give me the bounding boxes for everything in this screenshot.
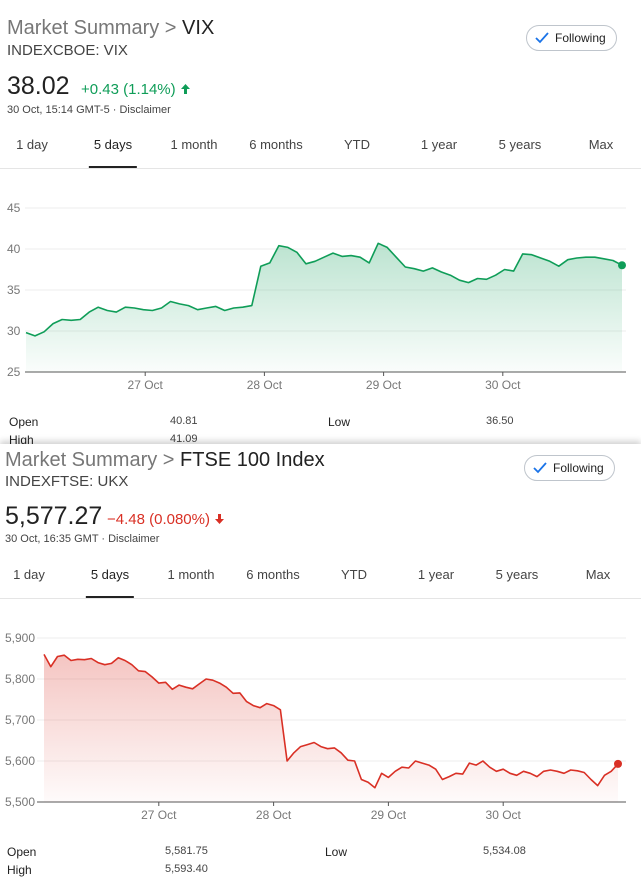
tab-ytd[interactable]: YTD	[341, 567, 367, 582]
high-value: 41.09	[170, 433, 198, 445]
high-value: 5,593.40	[165, 863, 208, 875]
series-line	[25, 242, 623, 337]
tab-max[interactable]: Max	[588, 137, 614, 152]
y-tick-label: 25	[7, 365, 21, 379]
range-tabs: 1 day 5 days 1 month 6 months YTD 1 year 5 yea…	[0, 128, 641, 169]
y-tick-label: 5,800	[5, 672, 35, 686]
x-tick-label: 29 Oct	[371, 808, 407, 822]
vix-price-chart[interactable]: 45 40 35 30 25 27 Oct 28 Oct 29 Oct 30 Oct	[0, 190, 641, 400]
tab-1-month[interactable]: 1 month	[167, 567, 215, 582]
tab-1-year[interactable]: 1 year	[420, 137, 458, 152]
timestamp-disclaimer: 30 Oct, 15:14 GMT-5 · Disclaimer	[7, 104, 171, 116]
tab-6-months[interactable]: 6 months	[249, 137, 303, 152]
tab-6-months[interactable]: 6 months	[246, 567, 300, 582]
high-label: High	[9, 433, 34, 447]
card-title: Market Summary > VIX	[7, 17, 214, 40]
x-tick-label: 28 Oct	[247, 378, 283, 392]
x-tick-label: 27 Oct	[141, 808, 177, 822]
y-tick-label: 5,700	[5, 713, 35, 727]
x-tick-label: 29 Oct	[366, 378, 402, 392]
arrow-down-icon	[215, 514, 225, 524]
arrow-up-icon	[180, 84, 190, 94]
current-price: 5,577.27	[5, 502, 103, 530]
y-tick-label: 5,600	[5, 754, 35, 768]
tab-1-year[interactable]: 1 year	[417, 567, 455, 582]
y-tick-label: 5,900	[5, 631, 35, 645]
exchange-ticker: INDEXFTSE: UKX	[5, 473, 129, 490]
series-line	[43, 654, 619, 789]
tab-ytd[interactable]: YTD	[344, 137, 370, 152]
price-change-text: −4.48 (0.080%)	[107, 511, 210, 528]
open-value: 5,581.75	[165, 845, 208, 857]
open-label: Open	[9, 415, 39, 429]
card-title: Market Summary > FTSE 100 Index	[5, 449, 325, 472]
following-label: Following	[555, 31, 606, 45]
low-value: 5,534.08	[483, 845, 526, 857]
market-summary-link[interactable]: Market Summary >	[5, 449, 181, 471]
following-label: Following	[553, 461, 604, 475]
x-tick-label: 30 Oct	[486, 808, 522, 822]
low-label: Low	[325, 845, 348, 859]
y-tick-label: 40	[7, 242, 21, 256]
check-icon	[535, 32, 549, 44]
price-change: +0.43 (1.14%)	[81, 81, 191, 98]
tab-5-years[interactable]: 5 years	[498, 137, 542, 152]
index-symbol: FTSE 100 Index	[180, 449, 325, 471]
high-label: High	[7, 863, 32, 877]
price-change-text: +0.43 (1.14%)	[81, 81, 176, 98]
series-area	[44, 654, 618, 802]
current-price: 38.02	[7, 72, 70, 100]
tab-1-day[interactable]: 1 day	[16, 137, 48, 152]
tab-1-month[interactable]: 1 month	[170, 137, 218, 152]
last-price-marker	[618, 261, 626, 270]
y-tick-label: 5,500	[5, 795, 35, 809]
following-button[interactable]: Following	[526, 25, 617, 51]
index-symbol: VIX	[182, 17, 215, 39]
low-label: Low	[328, 415, 351, 429]
vix-market-summary-card: Market Summary > VIX INDEXCBOE: VIX Foll…	[0, 17, 641, 447]
tab-1-day[interactable]: 1 day	[13, 567, 45, 582]
open-label: Open	[7, 845, 37, 859]
timestamp-disclaimer: 30 Oct, 16:35 GMT · Disclaimer	[5, 533, 160, 545]
range-tabs: 1 day 5 days 1 month 6 months YTD 1 year 5 yea…	[0, 558, 641, 599]
x-tick-label: 28 Oct	[256, 808, 292, 822]
y-tick-label: 30	[7, 324, 21, 338]
low-value: 36.50	[486, 415, 514, 427]
tab-5-days[interactable]: 5 days	[85, 558, 135, 598]
price-change: −4.48 (0.080%)	[107, 511, 225, 528]
open-value: 40.81	[170, 415, 198, 427]
y-tick-label: 45	[7, 201, 21, 215]
tab-5-years[interactable]: 5 years	[495, 567, 539, 582]
ftse-price-chart[interactable]: 5,900 5,800 5,700 5,600 5,500 27 Oct 28 Oct 29 …	[0, 624, 641, 834]
market-summary-link[interactable]: Market Summary >	[7, 17, 183, 39]
ftse-market-summary-card: Market Summary > FTSE 100 Index INDEXFTS…	[0, 444, 641, 881]
x-tick-label: 27 Oct	[128, 378, 164, 392]
y-tick-label: 35	[7, 283, 21, 297]
exchange-ticker: INDEXCBOE: VIX	[7, 42, 128, 59]
check-icon	[533, 462, 547, 474]
last-price-marker	[614, 759, 622, 768]
x-tick-label: 30 Oct	[485, 378, 521, 392]
tab-max[interactable]: Max	[585, 567, 611, 582]
series-area	[26, 243, 622, 372]
tab-5-days[interactable]: 5 days	[88, 128, 138, 168]
following-button[interactable]: Following	[524, 455, 615, 481]
